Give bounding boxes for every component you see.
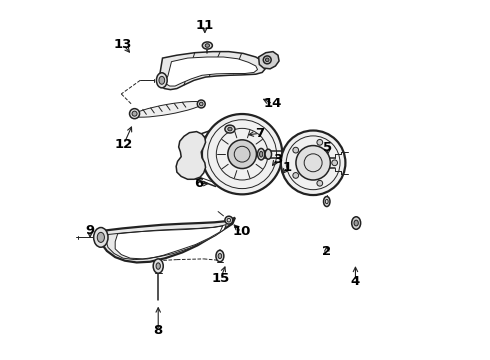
Text: 6: 6 [194, 177, 203, 190]
Text: 3: 3 [272, 153, 282, 166]
Ellipse shape [156, 73, 167, 88]
Circle shape [202, 114, 282, 194]
Circle shape [296, 145, 330, 180]
Ellipse shape [352, 217, 361, 229]
Ellipse shape [260, 151, 263, 157]
Polygon shape [166, 57, 258, 86]
Ellipse shape [258, 148, 265, 160]
Ellipse shape [132, 111, 137, 116]
Text: 10: 10 [232, 225, 250, 238]
Ellipse shape [216, 250, 224, 262]
Circle shape [332, 160, 338, 166]
Ellipse shape [156, 263, 160, 269]
Text: 9: 9 [86, 224, 95, 238]
Polygon shape [158, 51, 266, 90]
Text: 5: 5 [323, 141, 332, 154]
Ellipse shape [202, 42, 212, 49]
Ellipse shape [159, 76, 165, 84]
Ellipse shape [265, 149, 271, 159]
Ellipse shape [153, 259, 163, 273]
Ellipse shape [323, 197, 330, 207]
Circle shape [317, 139, 322, 145]
Text: 7: 7 [255, 127, 264, 140]
Text: 11: 11 [196, 19, 214, 32]
Ellipse shape [205, 44, 210, 47]
Polygon shape [100, 218, 235, 262]
Circle shape [293, 147, 298, 153]
Text: 13: 13 [114, 38, 132, 51]
Ellipse shape [197, 100, 205, 108]
Ellipse shape [199, 102, 203, 106]
Text: 4: 4 [351, 275, 360, 288]
Ellipse shape [129, 109, 140, 119]
Polygon shape [259, 51, 279, 69]
Circle shape [317, 180, 322, 186]
Ellipse shape [94, 228, 108, 247]
Text: 15: 15 [212, 272, 230, 285]
Text: 1: 1 [283, 161, 292, 174]
Ellipse shape [225, 216, 233, 224]
Circle shape [228, 140, 256, 168]
Text: 12: 12 [115, 138, 133, 150]
Ellipse shape [354, 220, 358, 226]
Ellipse shape [218, 253, 221, 258]
Polygon shape [176, 132, 205, 179]
Text: 2: 2 [322, 245, 331, 258]
Ellipse shape [266, 58, 269, 62]
Ellipse shape [97, 232, 104, 242]
Text: 8: 8 [153, 324, 163, 337]
Circle shape [281, 131, 345, 195]
Text: 14: 14 [264, 98, 282, 111]
Polygon shape [115, 225, 226, 259]
Ellipse shape [133, 102, 202, 117]
Ellipse shape [225, 125, 235, 133]
Ellipse shape [228, 127, 232, 131]
Ellipse shape [263, 56, 271, 64]
Circle shape [293, 172, 298, 178]
